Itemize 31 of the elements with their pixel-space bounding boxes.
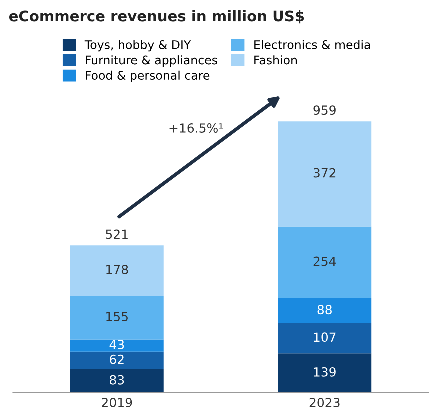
data-label: 254 bbox=[314, 256, 336, 266]
bar bbox=[278, 323, 372, 354]
bar bbox=[278, 298, 372, 324]
data-label: 83 bbox=[110, 375, 124, 385]
annotation: +16.5%¹ bbox=[170, 124, 223, 133]
data-label: 107 bbox=[314, 332, 336, 342]
x-tick-label: 2019 bbox=[102, 398, 132, 408]
legend-label: Furniture & appliances bbox=[86, 56, 218, 67]
data-label: 139 bbox=[314, 367, 336, 377]
bar bbox=[70, 352, 164, 370]
legend-label: Toys, hobby & DIY bbox=[84, 40, 192, 52]
bar bbox=[278, 354, 372, 393]
bar bbox=[70, 340, 164, 352]
bar bbox=[70, 296, 164, 340]
data-label: 43 bbox=[110, 340, 124, 350]
data-label: 62 bbox=[110, 354, 124, 364]
data-label: 178 bbox=[106, 264, 128, 274]
data-label: 155 bbox=[106, 312, 128, 322]
data-label: 372 bbox=[314, 168, 336, 178]
bar bbox=[278, 122, 372, 227]
bar bbox=[70, 369, 164, 393]
bar bbox=[70, 246, 164, 296]
legend-label: Fashion bbox=[254, 56, 298, 65]
total-label: 521 bbox=[106, 230, 128, 240]
bar bbox=[278, 226, 372, 299]
x-tick-label: 2023 bbox=[310, 398, 340, 408]
chart-title: eCommerce revenues in million US$ bbox=[9, 10, 304, 24]
data-label: 88 bbox=[318, 305, 332, 315]
legend-label: Food & personal care bbox=[86, 70, 210, 82]
legend-label: Electronics & media bbox=[254, 40, 370, 50]
total-label: 959 bbox=[314, 106, 336, 116]
